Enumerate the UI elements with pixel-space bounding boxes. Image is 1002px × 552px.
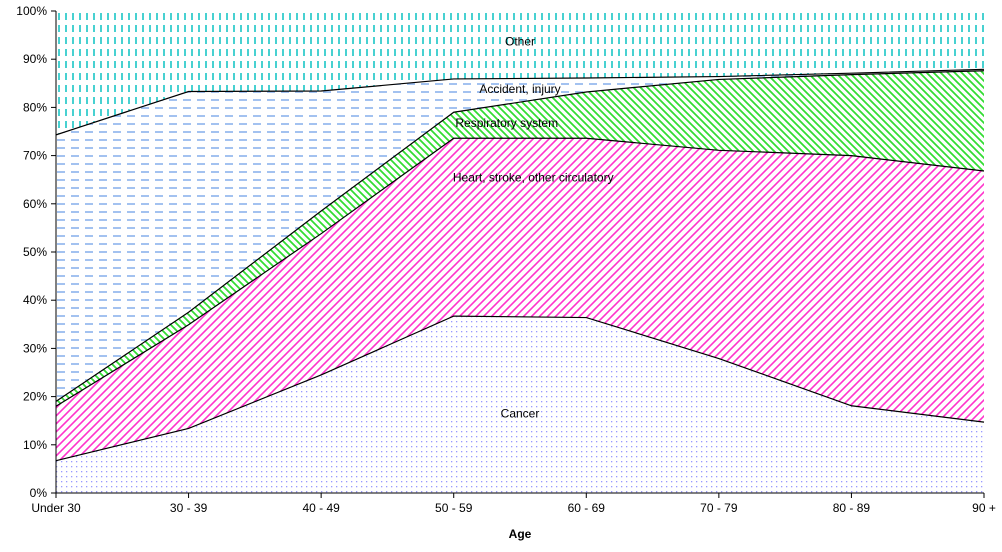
x-tick-label: Under 30: [31, 501, 81, 515]
boundary-accident-injury: [55, 68, 985, 136]
y-tick-label: 20%: [23, 390, 47, 404]
y-tick-label: 10%: [23, 438, 47, 452]
x-tick-label: 60 - 69: [568, 501, 606, 515]
y-tick-label: 100%: [16, 4, 47, 18]
y-tick-label: 30%: [23, 341, 47, 355]
x-tick-label: 70 - 79: [700, 501, 738, 515]
area-label-heart-stroke-other-circulatory: Heart, stroke, other circulatory: [453, 171, 614, 185]
y-tick-label: 0%: [30, 486, 48, 500]
y-tick-label: 60%: [23, 197, 47, 211]
x-axis-title: Age: [509, 527, 532, 541]
y-tick-label: 90%: [23, 52, 47, 66]
area-label-other: Other: [505, 34, 535, 48]
y-tick-label: 40%: [23, 293, 47, 307]
axes: 0% 10% 20% 30% 40% 50% 60% 70% 80% 90% 100% Under 3…: [16, 4, 996, 515]
area-label-cancer: Cancer: [501, 407, 540, 421]
y-tick-label: 80%: [23, 100, 47, 114]
boundary-heart-stroke-other-circulatory: [55, 137, 985, 407]
y-tick-label: 50%: [23, 245, 47, 259]
x-tick-label: 30 - 39: [170, 501, 208, 515]
area-label-accident-injury: Accident, injury: [479, 82, 560, 96]
x-tick-label: 40 - 49: [302, 501, 340, 515]
y-tick-label: 70%: [23, 149, 47, 163]
area-accident-injury: [56, 69, 984, 402]
x-tick-label: 90 +: [972, 501, 996, 515]
boundary-respiratory-system: [55, 70, 985, 402]
area-cancer: [56, 316, 984, 493]
area-other: [56, 11, 984, 135]
x-tick-label: 50 - 59: [435, 501, 473, 515]
area-labels: Cancer Heart, stroke, other circulatory Re…: [453, 34, 614, 420]
area-boundaries: [55, 68, 985, 462]
area-label-respiratory-system: Respiratory system: [455, 116, 558, 130]
x-tick-label: 80 - 89: [833, 501, 871, 515]
area-heart-stroke-other-circulatory: [56, 138, 984, 461]
boundary-cancer: [55, 315, 985, 462]
